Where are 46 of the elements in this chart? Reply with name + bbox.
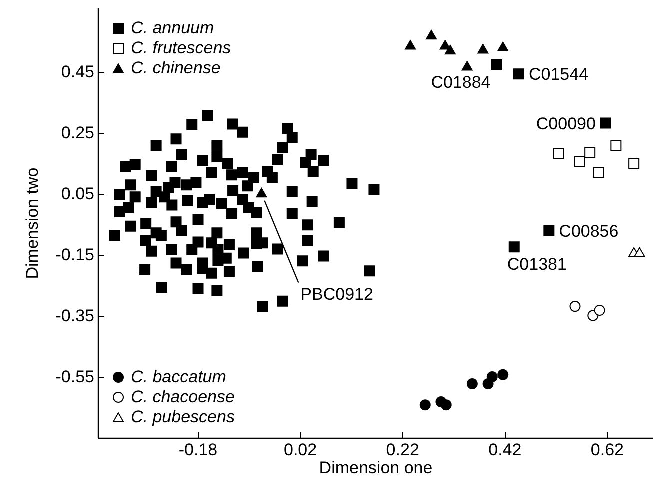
y-tick-label: 0.05 [61, 184, 94, 204]
point [594, 305, 606, 316]
point [574, 156, 586, 168]
annotation: C01544 [528, 65, 589, 84]
y-tick-label: 0.25 [61, 124, 94, 143]
x-tick-label: 0.42 [488, 440, 522, 460]
point [462, 61, 473, 71]
legend-label: C. frutescens [131, 38, 232, 58]
legend-label: C. chinense [131, 58, 221, 78]
point [420, 400, 431, 411]
point [570, 301, 581, 312]
annotation: C00856 [559, 222, 619, 241]
legend-label: C. annuum [131, 18, 214, 38]
point [440, 400, 452, 411]
annotation: C00090 [536, 114, 596, 134]
point [610, 140, 622, 152]
legend-label: C. chacoense [131, 388, 235, 406]
y-tick-label: -0.15 [56, 246, 94, 265]
point [628, 158, 640, 170]
point [584, 147, 596, 158]
point [593, 167, 604, 178]
y-axis-title: Dimension two [22, 168, 42, 280]
x-tick-label: 0.22 [386, 440, 420, 460]
legend-label: C. pubescens [131, 408, 236, 426]
annotation: C01381 [507, 255, 567, 274]
point [466, 378, 478, 390]
y-tick-label: -0.55 [56, 368, 94, 387]
point [478, 44, 489, 54]
point [444, 44, 456, 55]
point [426, 30, 438, 40]
point [486, 372, 498, 382]
x-axis-title: Dimension one [319, 458, 433, 478]
legend-label: C. baccatum [131, 368, 226, 386]
y-tick-label: -0.35 [56, 306, 94, 326]
point [405, 40, 416, 50]
x-tick-label: 0.02 [284, 440, 318, 460]
x-tick-label: 0.62 [590, 440, 624, 460]
annotation: PBC0912 [300, 284, 374, 304]
y-tick-label: 0.45 [61, 62, 94, 82]
annotation: C01884 [431, 73, 491, 92]
point [256, 188, 268, 198]
point [634, 247, 646, 258]
x-tick-label: -0.18 [178, 440, 218, 460]
point [498, 42, 509, 52]
point [498, 369, 509, 380]
point [553, 148, 564, 159]
